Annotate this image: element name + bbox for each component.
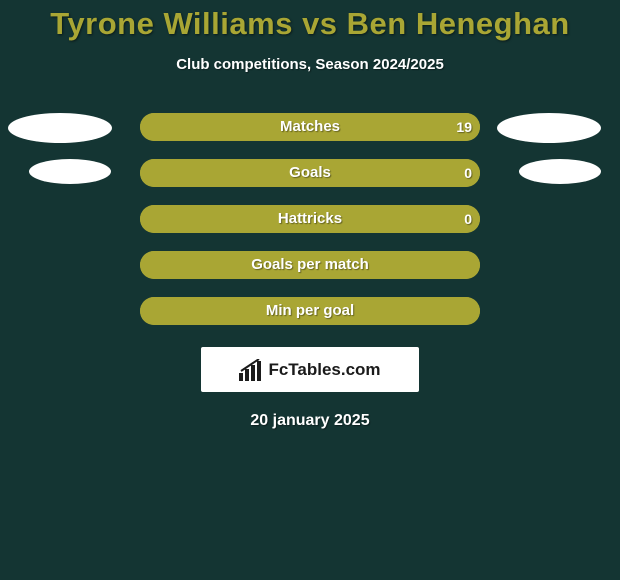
- logo-box: FcTables.com: [201, 347, 419, 392]
- stat-label: Matches: [140, 113, 480, 141]
- stat-row: Goals per match: [0, 251, 620, 279]
- player1-name: Tyrone Williams: [50, 6, 293, 41]
- subtitle: Club competitions, Season 2024/2025: [0, 56, 620, 73]
- stat-value-right: 0: [464, 205, 472, 233]
- player1-avatar: [8, 113, 112, 143]
- chart-icon: [239, 359, 265, 381]
- player2-avatar: [497, 113, 601, 143]
- player1-avatar-small: [29, 159, 111, 184]
- vs-text: vs: [302, 6, 337, 41]
- stat-value-right: 19: [456, 113, 472, 141]
- stat-row: Hattricks0: [0, 205, 620, 233]
- player2-name: Ben Heneghan: [347, 6, 570, 41]
- date-text: 20 january 2025: [0, 412, 620, 430]
- logo-text: FcTables.com: [268, 360, 380, 380]
- player2-avatar-small: [519, 159, 601, 184]
- stat-row: Matches19: [0, 113, 620, 141]
- stat-label: Goals: [140, 159, 480, 187]
- stat-value-right: 0: [464, 159, 472, 187]
- stat-label: Min per goal: [140, 297, 480, 325]
- stat-row: Min per goal: [0, 297, 620, 325]
- comparison-page: Tyrone Williams vs Ben Heneghan Club com…: [0, 0, 620, 580]
- stat-label: Hattricks: [140, 205, 480, 233]
- stats-container: Matches19Goals0Hattricks0Goals per match…: [0, 113, 620, 325]
- stat-row: Goals0: [0, 159, 620, 187]
- stat-label: Goals per match: [140, 251, 480, 279]
- page-title: Tyrone Williams vs Ben Heneghan: [0, 0, 620, 48]
